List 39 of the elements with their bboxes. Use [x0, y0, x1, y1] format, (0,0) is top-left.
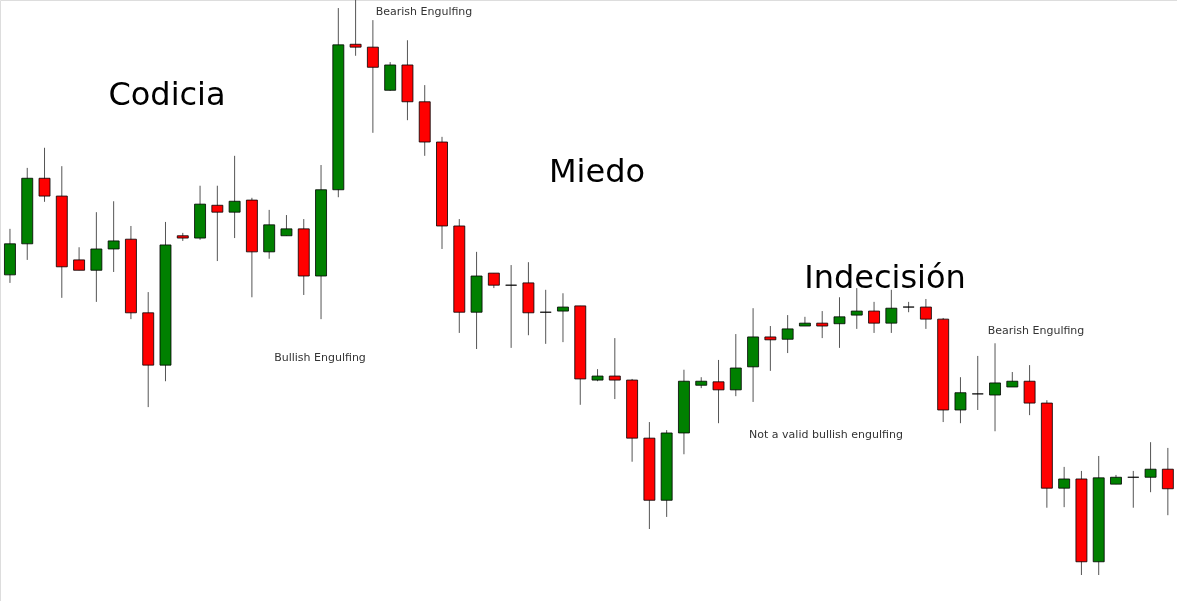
candlestick [557, 292, 569, 343]
candlestick [1161, 447, 1174, 516]
candlestick [816, 310, 829, 339]
candlestick [366, 19, 379, 134]
candlestick [712, 359, 725, 424]
candlestick [920, 298, 932, 330]
candlestick [505, 264, 518, 349]
candlestick [868, 301, 880, 334]
candlestick [539, 289, 552, 345]
candlestick [885, 289, 898, 334]
candlestick [833, 296, 846, 349]
annotation: Bullish Engulfing [274, 351, 366, 364]
candlestick [954, 376, 967, 424]
candlestick [1058, 466, 1071, 508]
annotation: Bearish Engulfing [375, 5, 473, 18]
candlestick [349, 0, 362, 57]
annotation: Bearish Engulfing [987, 324, 1085, 337]
candlestick [764, 325, 777, 372]
candlestick [799, 316, 811, 327]
candlestick [73, 246, 85, 271]
candlestick [971, 355, 984, 411]
candlestick [211, 185, 224, 262]
annotation: Not a valid bullish engulfing [749, 428, 903, 441]
candlestick [729, 333, 742, 397]
candlestick [850, 287, 863, 330]
annotation: Miedo [548, 152, 646, 190]
candlestick [1023, 364, 1036, 416]
candlestick [1127, 470, 1140, 509]
candlestick [781, 314, 794, 354]
candlestick [228, 155, 241, 239]
candlestick [38, 147, 51, 203]
candlestick [107, 200, 120, 273]
annotation: Codicia [108, 75, 226, 113]
candlestick [989, 342, 1001, 432]
candlestick [280, 214, 293, 237]
candlestick [608, 337, 621, 400]
annotation: Indecisión [804, 258, 966, 296]
candlestick [1144, 441, 1157, 493]
candlestick [90, 211, 103, 303]
